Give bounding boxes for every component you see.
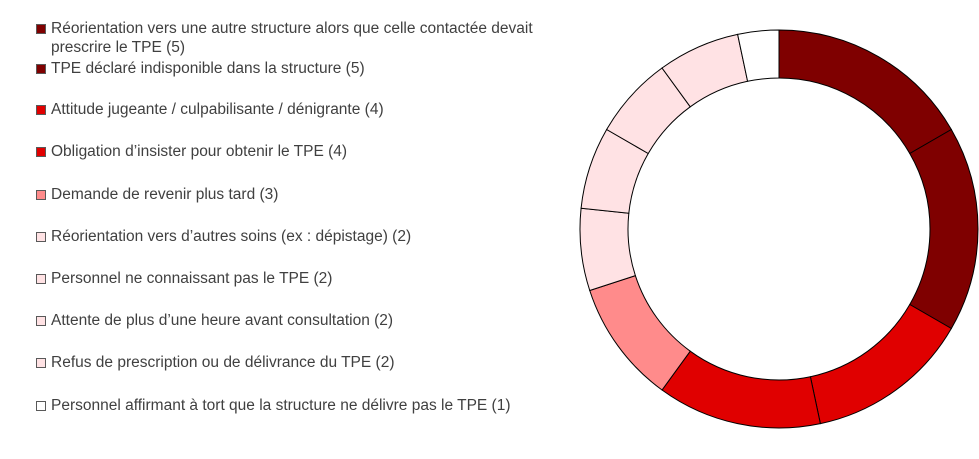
legend-label: Demande de revenir plus tard (3) — [51, 186, 279, 203]
legend-label: Réorientation vers d’autres soins (ex : … — [51, 228, 412, 245]
legend-item: Attitude jugeante / culpabilisante / dén… — [36, 100, 581, 119]
donut-slice — [809, 303, 953, 425]
legend-item: Attente de plus d’une heure avant consul… — [36, 311, 581, 330]
legend-swatch — [36, 316, 46, 326]
legend-swatch — [36, 232, 46, 242]
legend-label: TPE déclaré indisponible dans la structu… — [51, 60, 365, 77]
donut-slice — [737, 29, 780, 82]
donut-chart — [579, 29, 979, 429]
legend-swatch — [36, 274, 46, 284]
legend-label: Personnel ne connaissant pas le TPE (2) — [51, 270, 333, 287]
legend-label: Refus de prescription ou de délivrance d… — [51, 354, 395, 371]
legend-swatch — [36, 358, 46, 368]
legend-label: Personnel affirmant à tort que la struct… — [51, 397, 511, 414]
donut-slice — [778, 29, 953, 155]
donut-slice — [909, 128, 979, 330]
legend-swatch — [36, 147, 46, 157]
donut-slice — [661, 350, 821, 429]
legend-item: Personnel affirmant à tort que la struct… — [36, 396, 581, 415]
legend-item: Réorientation vers une autre structure a… — [36, 19, 581, 57]
legend-label: Attente de plus d’une heure avant consul… — [51, 312, 394, 329]
legend-label: Obligation d’insister pour obtenir le TP… — [51, 143, 348, 160]
legend-swatch — [36, 401, 46, 411]
legend-swatch — [36, 24, 46, 34]
donut-slice — [579, 207, 637, 292]
legend-item: Demande de revenir plus tard (3) — [36, 185, 581, 204]
legend-item: Obligation d’insister pour obtenir le TP… — [36, 142, 581, 161]
legend-item: Personnel ne connaissant pas le TPE (2) — [36, 269, 581, 288]
legend-swatch — [36, 105, 46, 115]
legend-item: Réorientation vers d’autres soins (ex : … — [36, 227, 581, 246]
legend-item: Refus de prescription ou de délivrance d… — [36, 353, 581, 372]
legend-swatch — [36, 64, 46, 74]
legend-label: Attitude jugeante / culpabilisante / dén… — [51, 101, 384, 118]
legend-swatch — [36, 190, 46, 200]
legend-label: Réorientation vers une autre structure a… — [51, 20, 533, 56]
legend-item: TPE déclaré indisponible dans la structu… — [36, 59, 581, 78]
